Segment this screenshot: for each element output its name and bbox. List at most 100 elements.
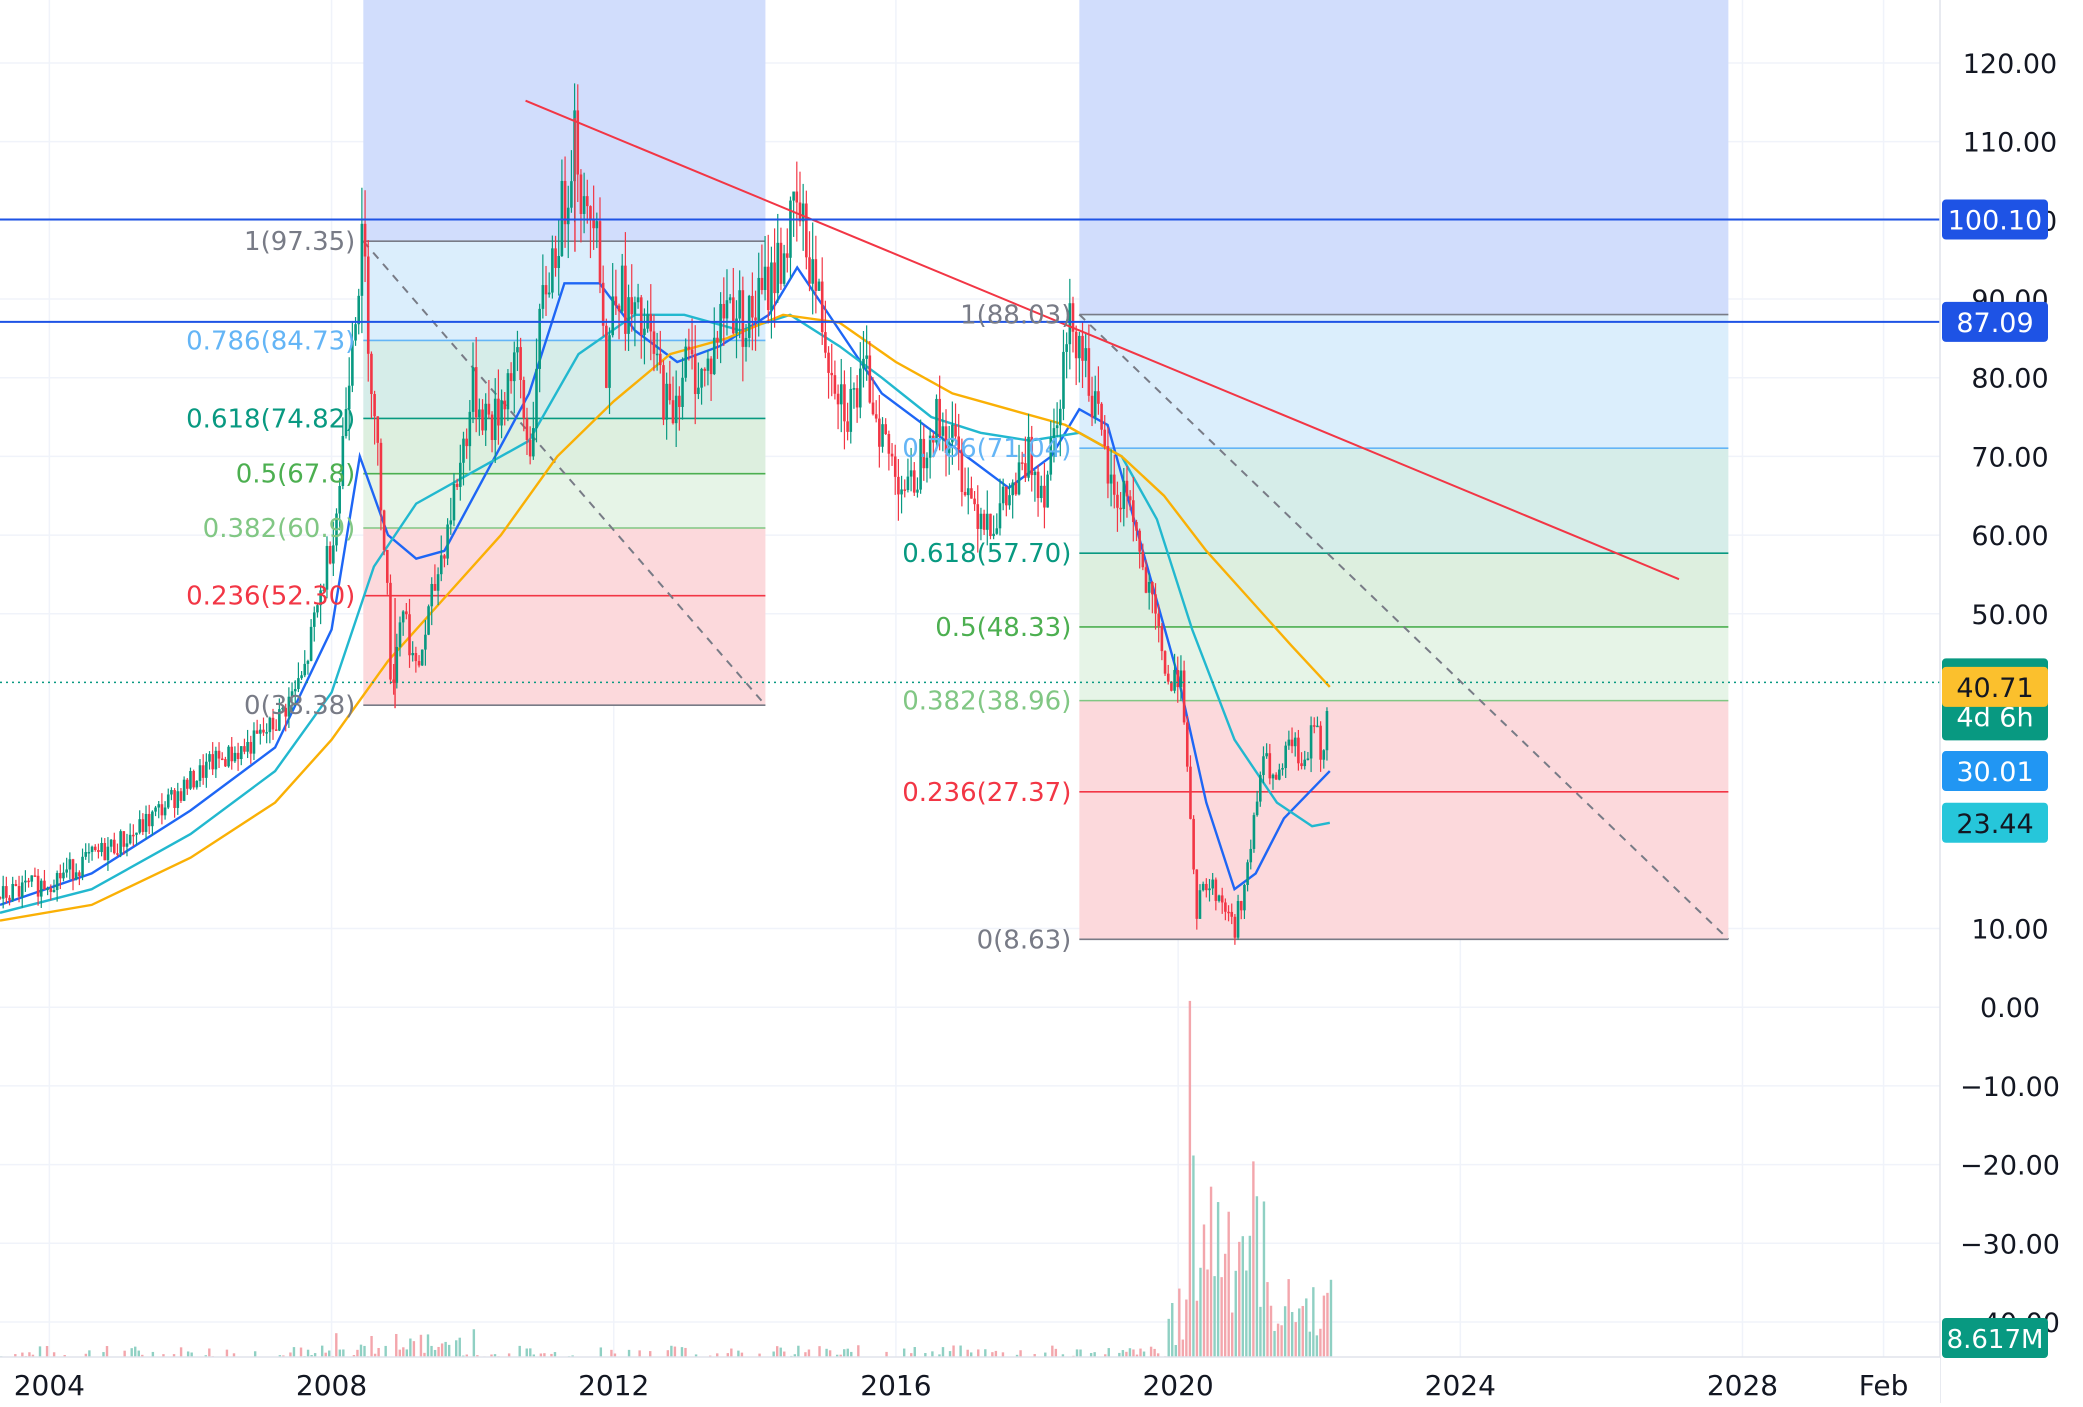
candle-body [1109, 474, 1113, 484]
candle-body [135, 832, 138, 835]
candle-body [49, 888, 53, 893]
candle-body [255, 730, 259, 734]
candle-body [798, 202, 802, 222]
candle-body [865, 355, 868, 359]
candle-body [878, 418, 881, 447]
volume-bar [1199, 1267, 1202, 1378]
candle-body [512, 352, 516, 382]
candle-body [906, 476, 910, 490]
candle-body [532, 428, 535, 457]
moving-average-badge-background [1942, 751, 2048, 792]
candle-body [74, 872, 78, 880]
candle-body [1287, 739, 1291, 746]
candle-body [439, 555, 443, 575]
candle-body [747, 295, 751, 338]
candle-body [1065, 344, 1068, 352]
candle-body [24, 880, 27, 883]
fib-level-label: 1(88.03) [960, 301, 1071, 331]
moving-average-badge-background [1942, 802, 2048, 843]
candle-body [1049, 437, 1053, 475]
candle-body [341, 436, 345, 487]
fib-level-label: 0.5(67.8) [236, 460, 356, 490]
volume-bar [1188, 1000, 1192, 1378]
candle-body [316, 605, 319, 613]
candle-body [287, 696, 291, 717]
candle-body [170, 790, 173, 795]
candle-body [443, 555, 446, 559]
candle-body [900, 489, 903, 495]
candle-body [890, 453, 894, 457]
candle-body [233, 752, 237, 762]
candle-body [725, 300, 729, 319]
candle-body [966, 488, 970, 496]
candle-body [738, 290, 741, 319]
time-axis-background [0, 1357, 1940, 1403]
fib-level-label: 0(8.63) [977, 925, 1072, 955]
candle-body [163, 807, 167, 816]
candle-body [1236, 901, 1240, 938]
candle-body [1220, 895, 1224, 903]
candle-body [973, 498, 976, 505]
candle-body [1112, 474, 1116, 495]
candle-body [1176, 669, 1180, 688]
candle-body [39, 880, 43, 897]
candle-body [976, 504, 980, 529]
volume-bar [1255, 1196, 1259, 1378]
candle-body [912, 470, 916, 493]
candle-body [595, 221, 599, 229]
candle-body [125, 843, 129, 847]
price-axis-tick-label: 0.00 [1980, 993, 2040, 1024]
candle-body [268, 717, 272, 733]
fib-band [1079, 314, 1729, 449]
candle-body [30, 875, 34, 882]
candle-body [166, 794, 170, 808]
candle-body [173, 790, 176, 808]
candle-body [957, 436, 961, 450]
candle-body [617, 305, 621, 312]
time-axis-tick-label: 2020 [1142, 1369, 1213, 1402]
candle-body [1303, 759, 1307, 767]
candle-body [846, 421, 849, 432]
candle-body [963, 491, 967, 496]
candle-body [700, 368, 703, 388]
candle-body [1205, 883, 1208, 891]
volume-bar [1298, 1308, 1301, 1378]
candle-body [814, 259, 818, 291]
fib-level-label: 0.786(71.04) [902, 434, 1071, 464]
candle-body [259, 729, 262, 734]
candle-body [46, 888, 49, 890]
candle-body [785, 253, 789, 258]
volume-bar [472, 1329, 476, 1378]
candle-body [370, 353, 373, 395]
candle-body [687, 346, 691, 350]
candle-body [1316, 725, 1319, 728]
candle-body [678, 395, 681, 407]
candle-body [90, 846, 94, 852]
candle-body [62, 872, 65, 879]
candle-body [363, 223, 367, 257]
candle-body [462, 438, 465, 463]
candle-body [779, 242, 783, 284]
candle-body [836, 393, 840, 405]
candle-body [481, 409, 484, 431]
moving-average-line [0, 265, 1331, 907]
candle-body [833, 375, 837, 394]
candle-body [1017, 462, 1021, 495]
candle-body [14, 883, 18, 887]
candle-body [614, 296, 618, 306]
candle-body [722, 303, 726, 319]
candle-body [989, 513, 992, 537]
candle-body [570, 181, 573, 208]
candle-body [112, 839, 116, 854]
candle-body [192, 771, 195, 788]
volume-bar [1220, 1277, 1223, 1378]
candle-body [1214, 879, 1218, 901]
candle-body [1243, 884, 1246, 911]
candle-body [897, 476, 900, 495]
candle-body [227, 746, 230, 767]
candle-body [449, 520, 453, 525]
level-price-badge: 100.10 [1948, 206, 2042, 237]
candle-body [1052, 428, 1056, 438]
